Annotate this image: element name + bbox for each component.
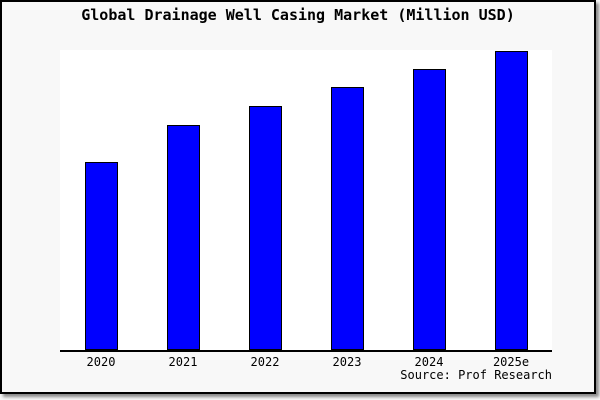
bar-slot-2021 [142,50,224,350]
bar-2020 [84,162,118,350]
source-attribution: Source: Prof Research [400,368,552,382]
bar-2022 [248,106,282,350]
bar-2023 [330,87,364,350]
bar-slot-2022 [224,50,306,350]
chart-title: Global Drainage Well Casing Market (Mill… [81,6,515,24]
x-tick-label-2023: 2023 [332,355,362,369]
x-axis-tick-labels: 2020 2021 2022 2023 2024 2025e [60,355,552,369]
x-tick-label-2024: 2024 [414,355,444,369]
bar-2021 [166,125,200,350]
bar-slot-2023 [306,50,388,350]
x-tick-label-2020: 2020 [86,355,116,369]
chart-container: Global Drainage Well Casing Market (Mill… [0,0,596,394]
x-tick-label-2025e: 2025e [492,355,530,369]
bar-slot-2020 [60,50,142,350]
bar-2025e [494,51,528,350]
bar-slot-2024 [388,50,470,350]
plot-area [60,50,552,352]
x-tick-label-2021: 2021 [168,355,198,369]
bar-slot-2025e [470,50,552,350]
x-tick-label-2022: 2022 [250,355,280,369]
bar-2024 [412,69,446,350]
